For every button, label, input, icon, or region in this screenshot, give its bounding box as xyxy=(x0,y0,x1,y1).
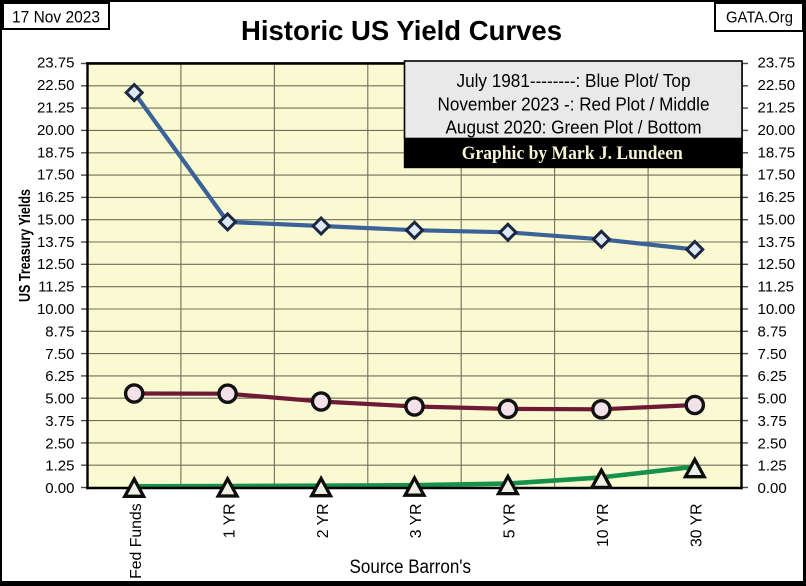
svg-text:6.25: 6.25 xyxy=(45,368,74,385)
svg-text:7.50: 7.50 xyxy=(45,346,74,363)
svg-text:3.75: 3.75 xyxy=(45,413,74,430)
svg-text:5.00: 5.00 xyxy=(45,391,74,408)
svg-text:15.00: 15.00 xyxy=(37,211,75,228)
svg-text:5.00: 5.00 xyxy=(758,391,787,408)
svg-text:12.50: 12.50 xyxy=(758,256,796,273)
svg-text:July 1981--------: Blue Plot/: July 1981--------: Blue Plot/ Top xyxy=(457,71,691,91)
svg-text:10 YR: 10 YR xyxy=(595,503,612,547)
svg-text:30 YR: 30 YR xyxy=(689,503,706,547)
svg-text:15.00: 15.00 xyxy=(758,211,796,228)
svg-text:Fed Funds: Fed Funds xyxy=(128,503,145,579)
svg-text:17.50: 17.50 xyxy=(37,167,75,184)
svg-text:22.50: 22.50 xyxy=(758,77,796,94)
svg-text:20.00: 20.00 xyxy=(758,122,796,139)
svg-text:2 YR: 2 YR xyxy=(315,503,332,538)
svg-text:August 2020: Green Plot / Bott: August 2020: Green Plot / Bottom xyxy=(446,118,702,138)
svg-text:17.50: 17.50 xyxy=(758,167,796,184)
svg-text:1 YR: 1 YR xyxy=(221,503,238,538)
svg-text:13.75: 13.75 xyxy=(37,234,75,251)
svg-text:10.00: 10.00 xyxy=(758,301,796,318)
svg-text:3 YR: 3 YR xyxy=(408,503,425,538)
svg-text:23.75: 23.75 xyxy=(37,55,75,72)
svg-text:7.50: 7.50 xyxy=(758,346,787,363)
svg-text:18.75: 18.75 xyxy=(758,144,796,161)
svg-text:1.25: 1.25 xyxy=(758,458,787,475)
svg-text:20.00: 20.00 xyxy=(37,122,75,139)
svg-text:Source Barron's: Source Barron's xyxy=(350,557,472,578)
svg-text:US Treasury Yields: US Treasury Yields xyxy=(17,189,34,302)
svg-text:18.75: 18.75 xyxy=(37,144,75,161)
svg-text:0.00: 0.00 xyxy=(758,480,787,497)
svg-text:GATA.Org: GATA.Org xyxy=(726,10,793,27)
svg-text:16.25: 16.25 xyxy=(37,189,75,206)
svg-text:21.25: 21.25 xyxy=(37,99,75,116)
svg-text:November 2023 -: Red Plot / Mi: November 2023 -: Red Plot / Middle xyxy=(438,94,710,114)
svg-text:2.50: 2.50 xyxy=(45,435,74,452)
svg-text:16.25: 16.25 xyxy=(758,189,796,206)
svg-text:13.75: 13.75 xyxy=(758,234,796,251)
svg-text:Historic US Yield Curves: Historic US Yield Curves xyxy=(241,15,562,46)
svg-text:6.25: 6.25 xyxy=(758,368,787,385)
svg-text:11.25: 11.25 xyxy=(758,279,794,296)
svg-text:Graphic by Mark J. Lundeen: Graphic by Mark J. Lundeen xyxy=(462,143,683,164)
svg-text:11.25: 11.25 xyxy=(38,279,74,296)
svg-text:22.50: 22.50 xyxy=(37,77,75,94)
svg-text:10.00: 10.00 xyxy=(37,301,75,318)
svg-text:5 YR: 5 YR xyxy=(502,503,519,538)
svg-text:8.75: 8.75 xyxy=(45,323,74,340)
svg-text:3.75: 3.75 xyxy=(758,413,787,430)
svg-text:12.50: 12.50 xyxy=(37,256,75,273)
svg-text:23.75: 23.75 xyxy=(758,55,796,72)
svg-text:17 Nov 2023: 17 Nov 2023 xyxy=(12,7,100,26)
svg-text:8.75: 8.75 xyxy=(758,323,787,340)
svg-text:0.00: 0.00 xyxy=(45,480,74,497)
svg-text:2.50: 2.50 xyxy=(758,435,787,452)
svg-text:21.25: 21.25 xyxy=(758,99,796,116)
svg-text:1.25: 1.25 xyxy=(45,458,74,475)
